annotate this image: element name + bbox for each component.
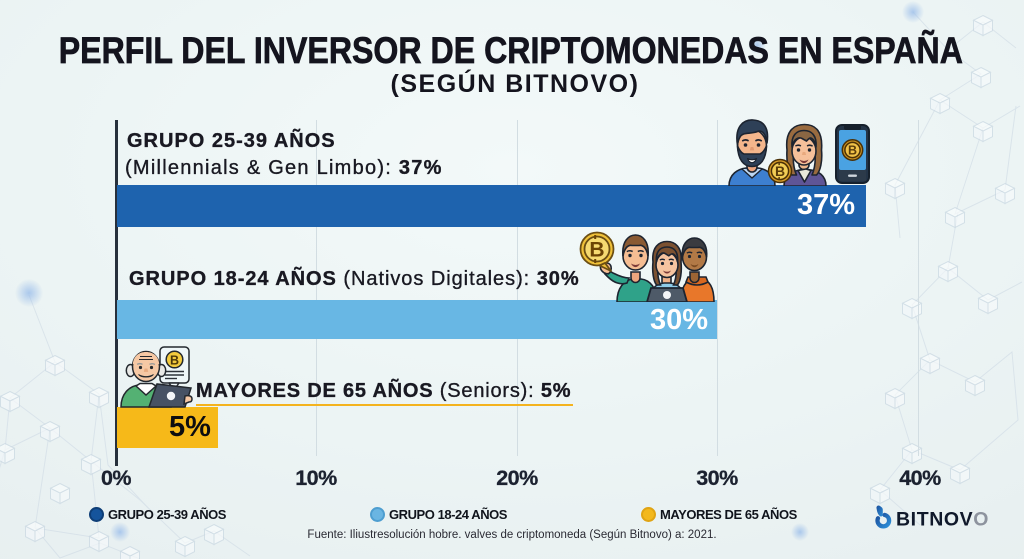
svg-text:B: B	[589, 239, 604, 262]
svg-text:B: B	[848, 144, 857, 158]
svg-text:B: B	[170, 353, 179, 367]
svg-text:B: B	[775, 163, 785, 179]
svg-text:BITNOVO: BITNOVO	[896, 509, 989, 531]
